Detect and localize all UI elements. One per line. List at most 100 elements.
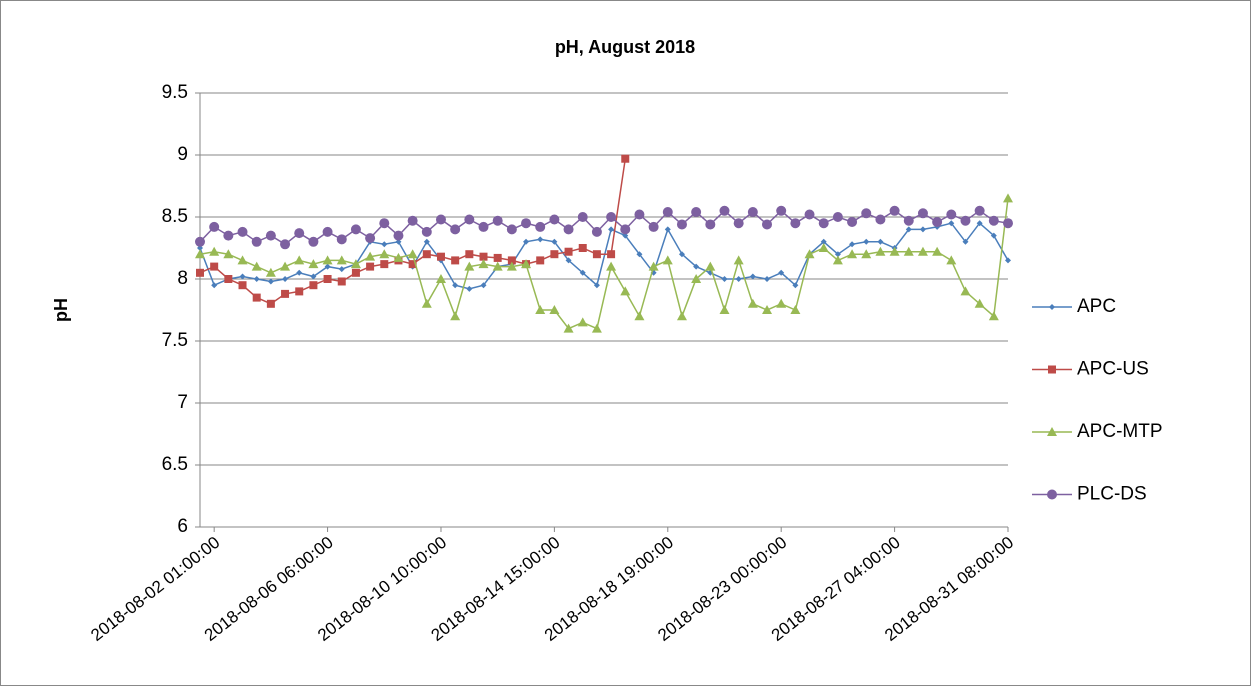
data-point xyxy=(577,212,588,222)
data-point xyxy=(324,263,331,270)
data-point xyxy=(804,249,815,259)
data-point xyxy=(591,226,602,237)
data-point xyxy=(451,256,460,265)
data-point xyxy=(877,238,884,245)
data-point xyxy=(792,282,799,289)
data-point xyxy=(266,299,275,308)
data-point xyxy=(832,255,843,265)
y-tick-label: 6 xyxy=(177,516,188,537)
data-point xyxy=(705,219,716,230)
y-tick-label: 7 xyxy=(177,392,188,413)
data-point xyxy=(309,281,318,290)
data-point xyxy=(336,234,347,245)
data-point xyxy=(691,207,702,218)
data-point xyxy=(239,273,246,280)
data-point xyxy=(210,262,219,271)
data-point xyxy=(435,214,446,225)
legend-label: APC-US xyxy=(1077,359,1149,380)
data-point xyxy=(535,221,546,232)
data-point xyxy=(917,208,928,219)
data-point xyxy=(507,256,516,265)
data-point xyxy=(492,261,503,271)
data-point xyxy=(281,289,290,298)
data-point xyxy=(1003,218,1013,229)
data-point xyxy=(265,230,276,241)
data-point xyxy=(338,266,345,273)
data-point xyxy=(408,260,417,269)
data-point xyxy=(592,250,601,259)
data-point xyxy=(606,212,617,222)
data-point xyxy=(480,282,487,289)
data-point xyxy=(492,215,503,226)
data-point xyxy=(195,249,205,259)
legend-label: APC-MTP xyxy=(1077,421,1163,442)
legend-marker xyxy=(1049,304,1055,310)
data-point xyxy=(804,209,815,220)
data-point xyxy=(422,250,431,259)
data-point xyxy=(621,154,630,163)
series-line xyxy=(199,198,1009,330)
data-point xyxy=(990,232,997,239)
data-point xyxy=(267,278,274,285)
data-point xyxy=(608,226,615,233)
data-point xyxy=(747,207,758,218)
data-point xyxy=(691,274,702,283)
data-point xyxy=(251,261,262,271)
data-point xyxy=(379,218,390,229)
legend-marker xyxy=(1047,427,1057,436)
data-point xyxy=(209,221,220,232)
data-point xyxy=(578,244,587,252)
data-point xyxy=(393,230,404,241)
data-point xyxy=(962,238,969,245)
data-point xyxy=(591,323,602,333)
data-point xyxy=(466,285,473,292)
data-point xyxy=(749,273,756,280)
data-point xyxy=(379,249,390,259)
data-point xyxy=(565,257,572,264)
data-point xyxy=(818,218,829,229)
legend-marker xyxy=(1048,365,1056,374)
data-point xyxy=(593,282,600,289)
data-point xyxy=(946,209,957,220)
data-point xyxy=(196,268,204,277)
data-point xyxy=(238,281,247,290)
data-point xyxy=(847,249,858,259)
data-point xyxy=(579,269,586,276)
data-point xyxy=(662,207,673,218)
data-point xyxy=(407,249,418,259)
data-point xyxy=(903,215,914,226)
data-point xyxy=(678,251,685,258)
data-point xyxy=(948,220,955,227)
data-point xyxy=(875,214,886,225)
data-point xyxy=(875,246,886,256)
data-point xyxy=(776,298,787,308)
data-point xyxy=(607,250,616,259)
y-tick-label: 9.5 xyxy=(162,82,188,103)
data-point xyxy=(889,246,900,256)
data-point xyxy=(634,209,645,220)
data-point xyxy=(832,212,843,222)
data-point xyxy=(478,221,489,232)
data-point xyxy=(834,251,841,258)
data-point xyxy=(252,293,261,302)
data-point xyxy=(535,305,546,314)
data-point xyxy=(721,276,728,282)
data-point xyxy=(905,226,912,233)
data-point xyxy=(676,311,687,321)
data-point xyxy=(537,236,544,243)
data-point xyxy=(294,228,305,239)
data-point xyxy=(563,224,574,235)
data-point xyxy=(506,261,517,271)
data-point xyxy=(223,230,234,241)
data-point xyxy=(450,311,461,321)
data-point xyxy=(988,311,999,321)
data-point xyxy=(705,261,716,271)
data-point xyxy=(634,311,645,321)
data-point xyxy=(974,205,985,216)
data-point xyxy=(253,276,260,282)
data-point xyxy=(265,267,276,277)
data-point xyxy=(435,274,446,283)
data-point xyxy=(521,218,532,229)
data-point xyxy=(337,277,346,286)
